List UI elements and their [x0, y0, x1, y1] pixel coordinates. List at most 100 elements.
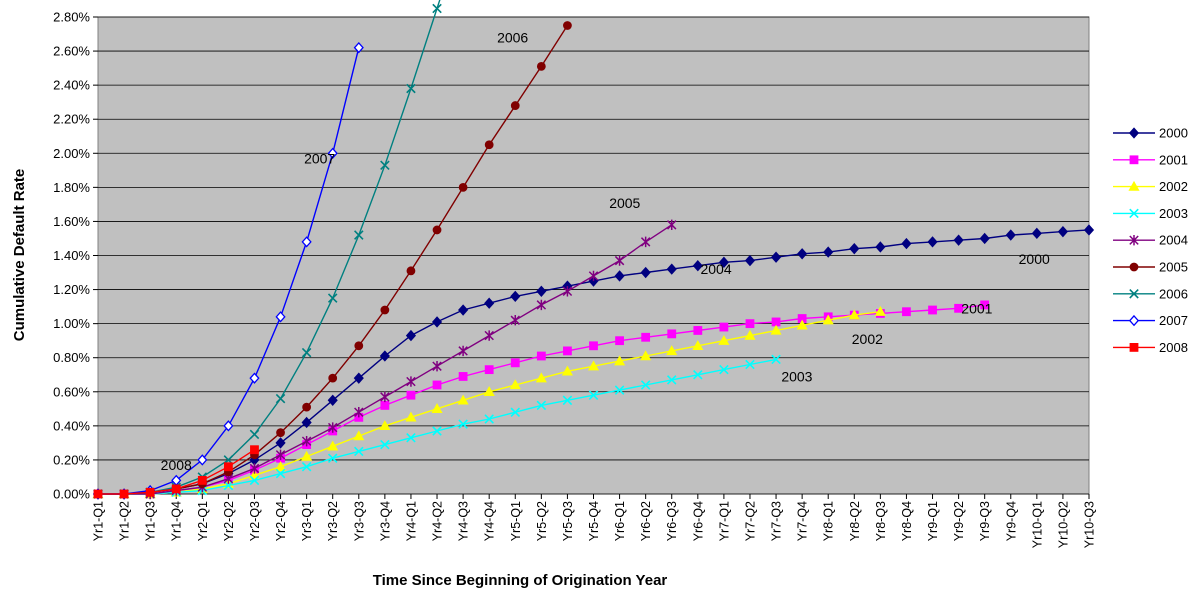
x-tick-label: Yr4-Q3	[457, 501, 471, 541]
data-point	[458, 345, 468, 357]
data-point	[1128, 314, 1140, 327]
data-point	[379, 350, 390, 362]
legend-label: 2006	[1159, 286, 1188, 301]
data-point	[1129, 262, 1139, 272]
series-annotation: 2000	[1019, 251, 1050, 267]
x-tick-label: Yr1-Q3	[144, 501, 158, 541]
x-tick-label: Yr9-Q1	[926, 501, 940, 541]
data-point	[1129, 235, 1139, 246]
x-tick-label: Yr1-Q4	[170, 501, 184, 541]
data-point	[693, 369, 703, 380]
data-point	[223, 420, 234, 432]
data-point	[640, 236, 651, 248]
data-point	[301, 461, 312, 472]
data-point	[1129, 343, 1139, 352]
legend-label: 2005	[1159, 260, 1188, 275]
series-annotation: 2005	[609, 195, 640, 211]
data-point	[301, 416, 312, 429]
data-point	[327, 422, 338, 433]
data-point	[275, 449, 286, 461]
data-point	[692, 340, 704, 350]
data-point	[432, 225, 442, 235]
data-point	[562, 286, 573, 297]
x-tick-label: Yr4-Q4	[483, 501, 497, 541]
data-point	[979, 232, 990, 245]
data-point	[745, 359, 755, 370]
legend-item-2000: 2000	[1113, 126, 1188, 141]
data-point	[719, 322, 729, 332]
data-point	[380, 401, 390, 410]
x-tick-label: Yr5-Q2	[535, 501, 549, 541]
legend-item-2008: 2008	[1113, 340, 1188, 355]
data-point	[432, 361, 442, 372]
legend-label: 2001	[1159, 152, 1188, 167]
legend-item-2005: 2005	[1113, 260, 1188, 275]
x-tick-label: Yr8-Q2	[848, 501, 862, 541]
data-point	[93, 489, 103, 499]
series-annotation: 2001	[961, 300, 992, 316]
data-point	[510, 358, 520, 368]
data-point	[614, 385, 625, 395]
data-point	[510, 315, 520, 326]
data-point	[614, 355, 626, 366]
data-point	[614, 255, 625, 266]
data-point	[197, 454, 208, 466]
x-tick-label: Yr3-Q3	[352, 501, 366, 541]
data-point	[1005, 229, 1016, 241]
x-tick-label: Yr2-Q1	[196, 501, 210, 541]
data-point	[432, 380, 442, 390]
data-point	[848, 309, 860, 320]
data-point	[276, 428, 285, 438]
data-point	[250, 445, 259, 455]
x-tick-label: Yr9-Q4	[1004, 501, 1018, 541]
legend-item-2003: 2003	[1113, 206, 1188, 221]
x-tick-label: Yr6-Q4	[691, 501, 705, 541]
data-point	[692, 260, 703, 272]
data-point	[901, 237, 912, 250]
series-annotation: 2004	[700, 261, 731, 277]
data-point	[379, 420, 391, 431]
x-tick-label: Yr10-Q3	[1083, 501, 1097, 548]
y-tick-label: 2.80%	[53, 10, 90, 25]
data-point	[640, 350, 652, 361]
data-point	[1129, 155, 1139, 165]
legend-item-2002: 2002	[1113, 179, 1188, 194]
data-point	[483, 386, 495, 396]
data-point	[510, 101, 520, 110]
x-tick-label: Yr2-Q4	[274, 501, 288, 541]
data-point	[248, 469, 261, 480]
y-tick-label: 0.00%	[53, 487, 90, 502]
y-tick-label: 0.40%	[53, 418, 90, 433]
data-point	[380, 305, 390, 315]
data-point	[353, 41, 364, 54]
data-point	[536, 351, 546, 361]
data-point	[1083, 224, 1095, 236]
x-tick-label: Yr8-Q4	[900, 501, 914, 541]
series-annotation: 2003	[781, 369, 812, 385]
data-point	[223, 462, 233, 472]
x-tick-label: Yr5-Q1	[509, 501, 523, 541]
series-2003	[93, 354, 781, 499]
x-tick-label: Yr5-Q3	[561, 501, 575, 541]
data-point	[667, 219, 677, 231]
data-point	[327, 147, 338, 159]
data-point	[536, 400, 547, 411]
data-point	[274, 461, 287, 471]
data-point	[797, 248, 808, 260]
data-point	[406, 83, 416, 94]
series-annotation: 2006	[497, 30, 528, 46]
data-point	[406, 390, 416, 400]
data-point	[614, 270, 625, 282]
data-point	[431, 316, 443, 328]
data-point	[640, 266, 651, 279]
data-point	[353, 372, 364, 384]
data-point	[458, 182, 468, 192]
data-point	[563, 346, 572, 356]
data-point	[796, 319, 808, 330]
x-tick-label: Yr4-Q1	[404, 501, 418, 541]
y-tick-label: 0.60%	[53, 384, 90, 399]
y-tick-label: 2.60%	[53, 44, 90, 59]
data-point	[432, 426, 442, 436]
data-point	[484, 330, 494, 341]
data-point	[327, 394, 338, 406]
